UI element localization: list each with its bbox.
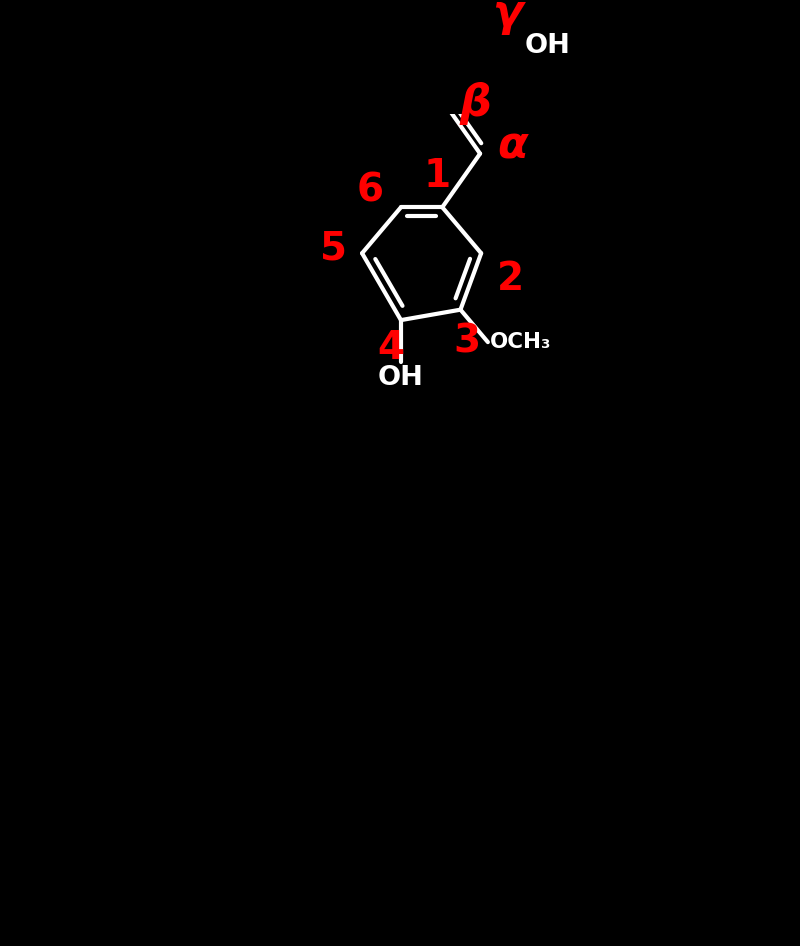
Text: OCH₃: OCH₃ — [490, 332, 551, 352]
Text: 4: 4 — [378, 328, 404, 367]
Text: OH: OH — [378, 365, 424, 391]
Text: 5: 5 — [319, 229, 346, 267]
Text: α: α — [497, 125, 528, 167]
Text: γ: γ — [492, 0, 522, 35]
Text: 2: 2 — [497, 260, 524, 298]
Text: β: β — [459, 82, 491, 126]
Text: 6: 6 — [357, 171, 383, 209]
Text: 1: 1 — [424, 157, 450, 195]
Text: 3: 3 — [453, 322, 480, 360]
Text: OH: OH — [524, 33, 570, 60]
